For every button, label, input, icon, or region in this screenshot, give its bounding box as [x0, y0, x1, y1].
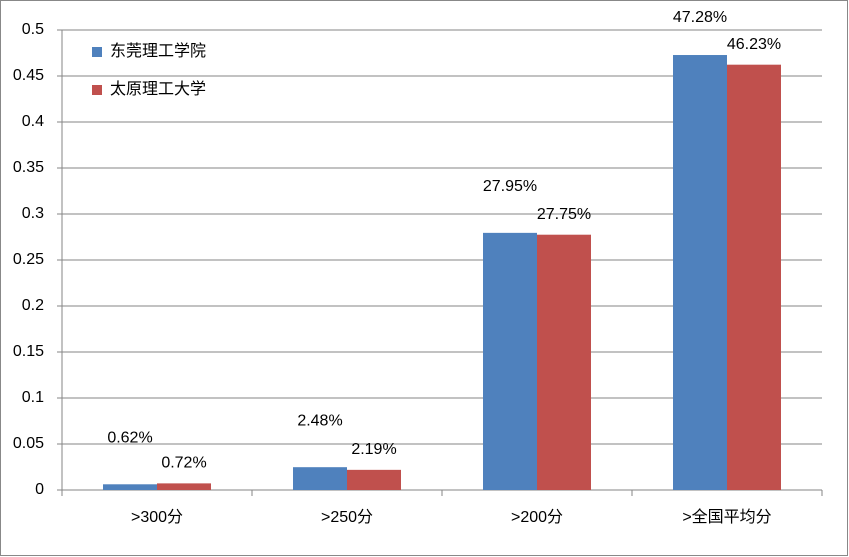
y-tick-label: 0.25	[13, 251, 44, 268]
y-tick-label: 0.5	[22, 21, 44, 38]
legend-label: 太原理工大学	[110, 80, 206, 98]
bar	[293, 467, 347, 490]
data-label: 2.19%	[351, 441, 396, 458]
x-tick-label: >300分	[131, 508, 183, 526]
bar	[673, 55, 727, 491]
x-tick-label: >全国平均分	[682, 508, 771, 526]
bar	[103, 484, 157, 490]
y-tick-label: 0.2	[22, 297, 44, 314]
bar	[157, 483, 211, 490]
legend-label: 东莞理工学院	[110, 42, 206, 60]
y-tick-label: 0.1	[22, 389, 44, 406]
y-tick-label: 0.05	[13, 435, 44, 452]
data-label: 0.72%	[161, 455, 206, 472]
data-label: 0.62%	[107, 430, 152, 447]
y-tick-label: 0.35	[13, 159, 44, 176]
y-tick-label: 0	[35, 481, 44, 498]
bar	[347, 469, 401, 490]
data-label: 27.95%	[483, 178, 537, 195]
x-tick-label: >250分	[321, 508, 373, 526]
bar	[537, 234, 591, 490]
y-tick-label: 0.15	[13, 343, 44, 360]
data-label: 46.23%	[727, 36, 781, 53]
data-label: 27.75%	[537, 206, 591, 223]
bar	[483, 232, 537, 491]
y-tick-label: 0.4	[22, 113, 44, 130]
bar	[727, 64, 781, 491]
y-tick-label: 0.45	[13, 67, 44, 84]
legend-swatch	[92, 47, 102, 57]
legend-swatch	[92, 85, 102, 95]
data-label: 47.28%	[673, 9, 727, 26]
data-label: 2.48%	[297, 412, 342, 429]
y-tick-label: 0.3	[22, 205, 44, 222]
x-tick-label: >200分	[511, 508, 563, 526]
